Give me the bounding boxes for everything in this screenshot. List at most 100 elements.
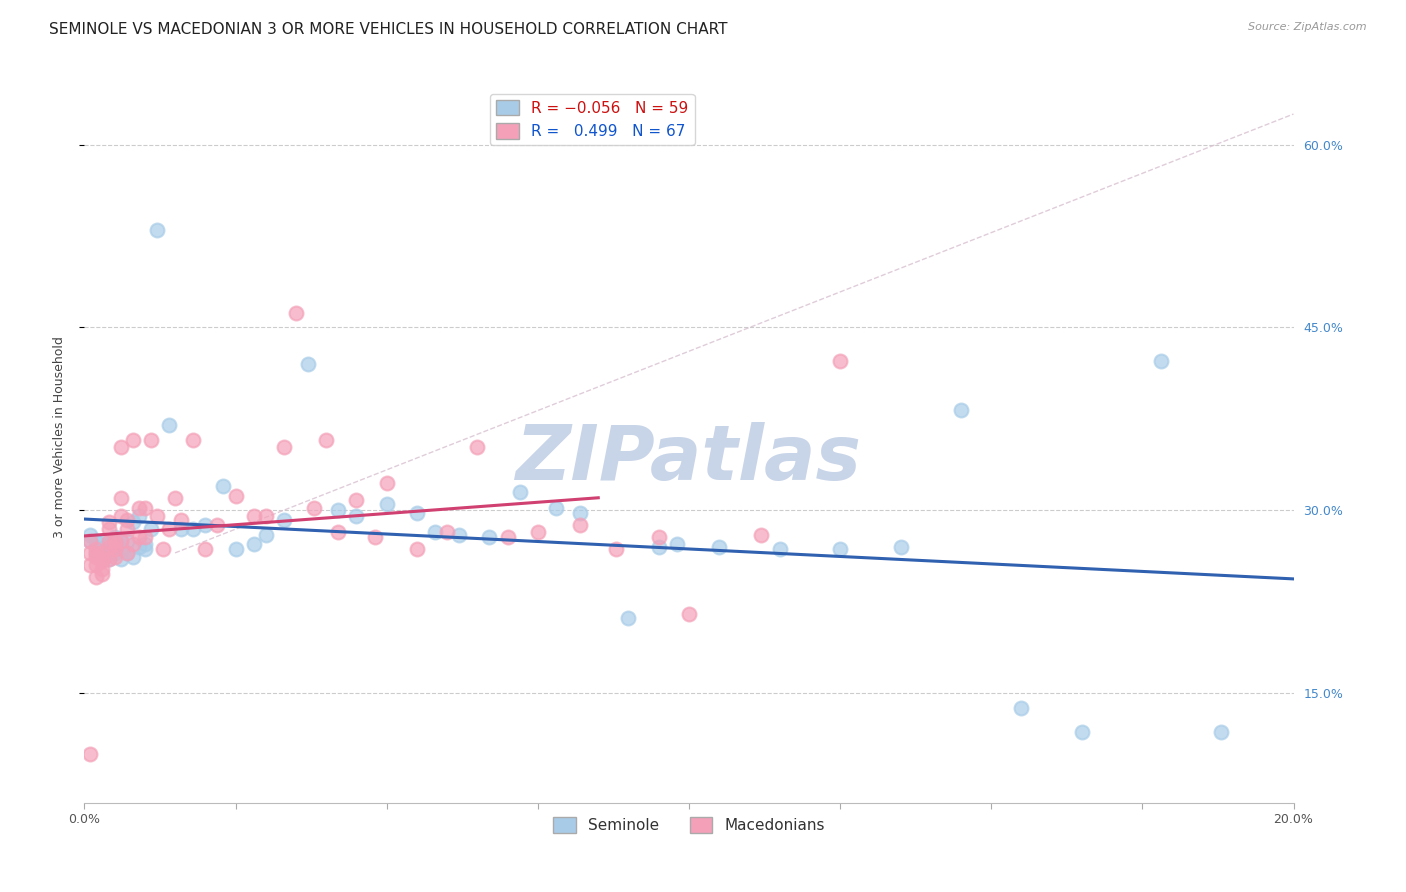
Point	[648, 530, 671, 544]
Point	[115, 546, 138, 560]
Point	[273, 440, 295, 454]
Point	[134, 500, 156, 515]
Point	[128, 530, 150, 544]
Point	[285, 306, 308, 320]
Point	[115, 546, 138, 560]
Point	[115, 513, 138, 527]
Point	[181, 433, 204, 447]
Point	[346, 509, 368, 524]
Text: Source: ZipAtlas.com: Source: ZipAtlas.com	[1249, 22, 1367, 32]
Point	[648, 540, 671, 554]
Point	[110, 491, 132, 505]
Point	[91, 554, 114, 568]
Point	[121, 516, 143, 530]
Text: SEMINOLE VS MACEDONIAN 3 OR MORE VEHICLES IN HOUSEHOLD CORRELATION CHART: SEMINOLE VS MACEDONIAN 3 OR MORE VEHICLE…	[49, 22, 728, 37]
Point	[91, 552, 114, 566]
Point	[406, 542, 429, 557]
Point	[121, 549, 143, 564]
Point	[115, 533, 138, 548]
Point	[104, 546, 127, 560]
Point	[254, 509, 277, 524]
Point	[115, 521, 138, 535]
Point	[97, 537, 120, 551]
Point	[346, 493, 368, 508]
Point	[110, 440, 132, 454]
Point	[375, 497, 398, 511]
Point	[709, 540, 731, 554]
Point	[86, 542, 108, 557]
Point	[79, 558, 101, 573]
Point	[97, 552, 120, 566]
Point	[121, 537, 143, 551]
Point	[315, 433, 337, 447]
Point	[678, 607, 700, 621]
Point	[363, 530, 385, 544]
Point	[1011, 700, 1033, 714]
Point	[79, 546, 101, 560]
Point	[104, 542, 127, 557]
Point	[406, 506, 429, 520]
Point	[830, 354, 852, 368]
Point	[225, 489, 247, 503]
Point	[104, 549, 127, 564]
Point	[665, 537, 688, 551]
Point	[104, 540, 127, 554]
Point	[569, 506, 592, 520]
Point	[139, 521, 162, 535]
Point	[91, 546, 114, 560]
Point	[97, 552, 120, 566]
Point	[86, 540, 108, 554]
Point	[97, 521, 120, 535]
Point	[86, 533, 108, 548]
Y-axis label: 3 or more Vehicles in Household: 3 or more Vehicles in Household	[53, 336, 66, 538]
Point	[242, 509, 264, 524]
Point	[128, 509, 150, 524]
Point	[478, 530, 501, 544]
Point	[97, 546, 120, 560]
Point	[86, 570, 108, 584]
Point	[449, 527, 471, 541]
Point	[110, 533, 132, 548]
Point	[146, 223, 169, 237]
Point	[170, 521, 193, 535]
Point	[157, 417, 180, 432]
Point	[890, 540, 912, 554]
Point	[146, 509, 169, 524]
Point	[97, 516, 120, 530]
Point	[569, 517, 592, 532]
Point	[134, 542, 156, 557]
Point	[165, 491, 187, 505]
Point	[91, 552, 114, 566]
Point	[225, 542, 247, 557]
Point	[152, 542, 174, 557]
Point	[207, 517, 229, 532]
Point	[86, 546, 108, 560]
Point	[91, 566, 114, 581]
Point	[128, 540, 150, 554]
Point	[375, 476, 398, 491]
Point	[423, 525, 446, 540]
Point	[544, 500, 567, 515]
Point	[110, 533, 132, 548]
Point	[110, 542, 132, 557]
Point	[157, 521, 180, 535]
Point	[128, 500, 150, 515]
Point	[328, 525, 350, 540]
Point	[1149, 354, 1171, 368]
Point	[297, 357, 319, 371]
Point	[79, 527, 101, 541]
Point	[91, 533, 114, 548]
Point	[302, 500, 325, 515]
Point	[104, 533, 127, 548]
Point	[91, 562, 114, 576]
Point	[527, 525, 550, 540]
Point	[467, 440, 489, 454]
Point	[97, 533, 120, 548]
Point	[86, 549, 108, 564]
Legend: Seminole, Macedonians: Seminole, Macedonians	[547, 811, 831, 839]
Point	[830, 542, 852, 557]
Point	[97, 540, 120, 554]
Point	[134, 537, 156, 551]
Point	[194, 517, 217, 532]
Point	[1071, 725, 1094, 739]
